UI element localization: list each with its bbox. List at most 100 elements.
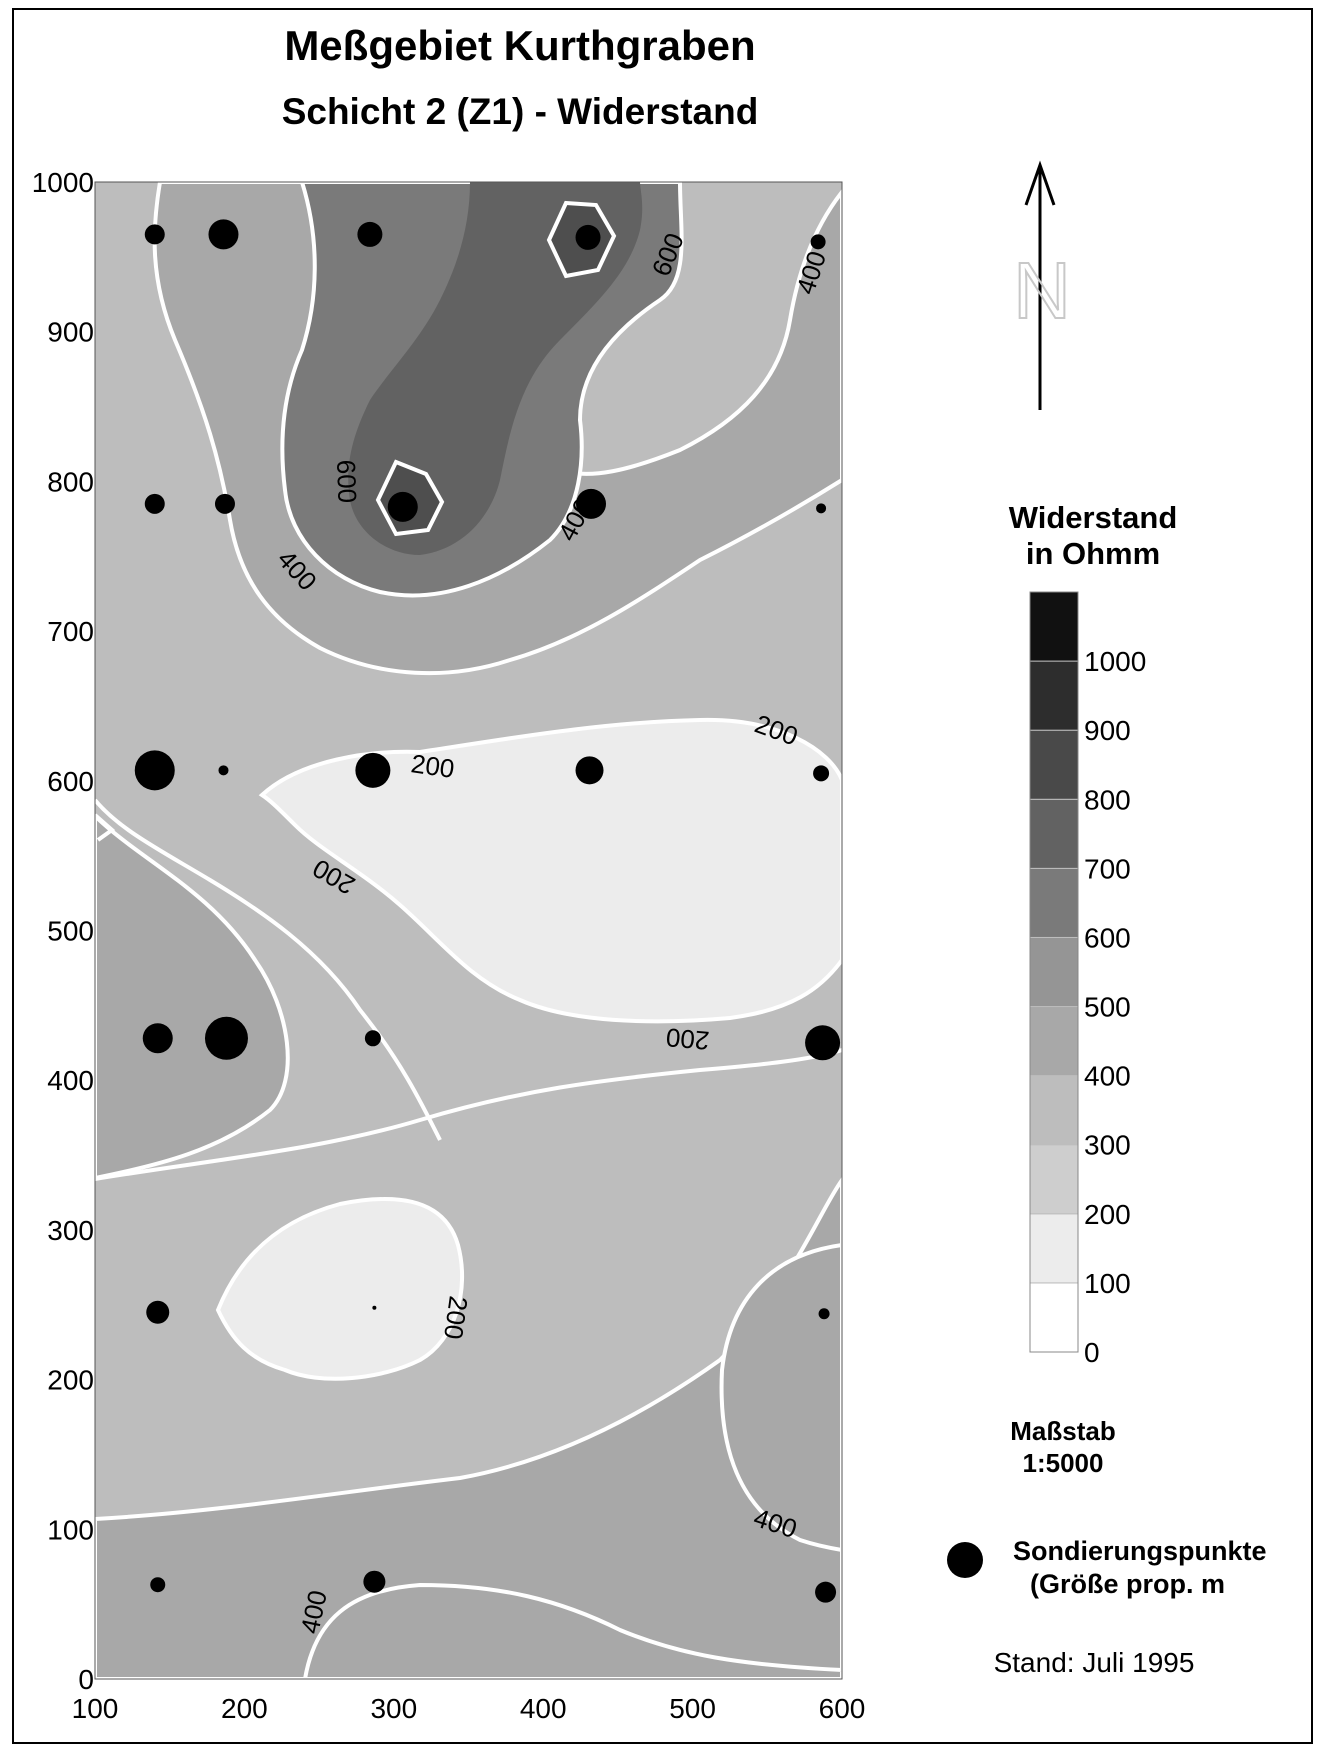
legend-swatch <box>1029 1075 1079 1146</box>
contour-island-200-upper <box>258 717 842 1024</box>
sounding-point <box>144 224 165 245</box>
sounding-point <box>815 1581 837 1603</box>
legend-level-label: 400 <box>1084 1061 1131 1092</box>
sounding-point <box>372 1305 377 1310</box>
sounding-point <box>363 1570 386 1593</box>
legend-swatch <box>1029 798 1079 869</box>
legend-swatch <box>1029 1144 1079 1215</box>
x-tick-label: 100 <box>72 1693 119 1724</box>
y-tick-label: 800 <box>47 466 94 497</box>
contour-labels: 600 400 600 400 400 200 200 200 200 200 … <box>272 229 833 1636</box>
contour-plot <box>95 182 842 1679</box>
y-tick-label: 100 <box>47 1514 94 1545</box>
sounding-point <box>576 488 607 519</box>
north-label: N <box>1013 246 1071 335</box>
legend-level-label: 1000 <box>1084 646 1146 677</box>
sounding-point <box>218 765 229 776</box>
contour-label: 600 <box>331 459 362 503</box>
x-tick-label: 600 <box>819 1693 866 1724</box>
y-tick-label: 600 <box>47 766 94 797</box>
legend-level-label: 600 <box>1084 922 1131 953</box>
legend-bar-border <box>1029 591 1079 1353</box>
north-arrow-head <box>1024 160 1056 206</box>
sounding-point <box>816 503 827 514</box>
legend-level-label: 200 <box>1084 1199 1131 1230</box>
legend-color-bar: 0 100 200 300 400 500 600 700 800 900 1000 <box>1029 591 1146 1368</box>
sounding-point <box>144 493 165 514</box>
sounding-point <box>150 1577 166 1593</box>
scale-value: 1:5000 <box>1023 1448 1104 1478</box>
sounding-point <box>146 1300 170 1324</box>
legend-swatch <box>1029 729 1079 800</box>
y-tick-label: 200 <box>47 1365 94 1396</box>
map-subtitle: Schicht 2 (Z1) - Widerstand <box>282 91 759 132</box>
y-axis-ticks: 0 100 200 300 400 500 600 700 800 900 1000 <box>32 167 94 1695</box>
sounding-point <box>142 1023 173 1054</box>
contour-band-400-bottom-center <box>302 1582 842 1679</box>
sounding-point <box>208 219 239 250</box>
sounding-point <box>134 750 175 791</box>
contour-line-200-left <box>95 813 116 842</box>
map-frame <box>12 8 1313 1744</box>
sounding-point <box>355 752 391 788</box>
y-tick-label: 0 <box>78 1664 94 1695</box>
contour-line-200-mid <box>95 798 442 1141</box>
scale-title: Maßstab <box>1010 1416 1115 1446</box>
sounding-point <box>364 1030 381 1047</box>
sounding-point <box>357 221 383 247</box>
legend-level-label: 900 <box>1084 715 1131 746</box>
legend-swatch <box>1029 1282 1079 1353</box>
sounding-point-legend-line1: Sondierungspunkte <box>1013 1536 1267 1566</box>
x-tick-label: 300 <box>370 1693 417 1724</box>
legend-swatch <box>1029 1213 1079 1284</box>
status-date: Stand: Juli 1995 <box>994 1647 1195 1678</box>
contour-line-200-lower <box>95 1048 842 1181</box>
legend-swatch <box>1029 936 1079 1008</box>
legend-title-line2: in Ohmm <box>1026 536 1160 571</box>
contour-label: 200 <box>438 1294 474 1341</box>
north-arrow: N <box>1012 160 1072 410</box>
sounding-point <box>575 224 601 250</box>
contour-band-400-left <box>95 813 290 1181</box>
contour-label: 200 <box>665 1022 711 1056</box>
y-tick-label: 700 <box>47 616 94 647</box>
map-title: Meßgebiet Kurthgraben <box>284 22 755 69</box>
sounding-point <box>813 765 830 782</box>
legend-swatch <box>1029 591 1079 662</box>
sounding-point <box>214 493 235 514</box>
legend-level-label: 500 <box>1084 992 1131 1023</box>
x-tick-label: 200 <box>221 1693 268 1724</box>
sounding-point-legend-line2: (Größe prop. m <box>1030 1569 1225 1599</box>
legend-level-label: 300 <box>1084 1130 1131 1161</box>
sounding-points <box>134 219 841 1603</box>
sounding-point-legend-symbol <box>947 1542 983 1578</box>
contour-label: 200 <box>409 748 456 784</box>
x-axis-ticks: 100 200 300 400 500 600 <box>72 1693 866 1724</box>
sounding-point <box>805 1025 841 1061</box>
legend-title-line1: Widerstand <box>1009 500 1178 535</box>
legend-level-label: 700 <box>1084 853 1131 884</box>
legend-swatch <box>1029 660 1079 731</box>
sounding-point <box>575 756 604 785</box>
y-tick-label: 500 <box>47 916 94 947</box>
legend-level-label: 100 <box>1084 1268 1131 1299</box>
y-tick-label: 1000 <box>32 167 94 198</box>
legend-level-label: 0 <box>1084 1337 1100 1368</box>
sounding-point <box>387 491 418 522</box>
legend-level-label: 800 <box>1084 784 1131 815</box>
x-tick-label: 400 <box>520 1693 567 1724</box>
legend-swatch <box>1029 1006 1079 1077</box>
plot-border <box>94 181 843 1680</box>
y-tick-label: 900 <box>47 317 94 348</box>
x-tick-label: 500 <box>669 1693 716 1724</box>
y-tick-label: 400 <box>47 1065 94 1096</box>
y-tick-label: 300 <box>47 1215 94 1246</box>
legend-swatch <box>1029 867 1079 938</box>
contour-band-400-right <box>719 1242 842 1553</box>
contour-island-200-lower <box>215 1197 465 1381</box>
contour-band-400-bottom <box>95 1176 842 1679</box>
sounding-point <box>810 234 826 250</box>
resistivity-legend: Widerstand in Ohmm 0 100 200 300 400 500 600 70… <box>1009 500 1178 1368</box>
